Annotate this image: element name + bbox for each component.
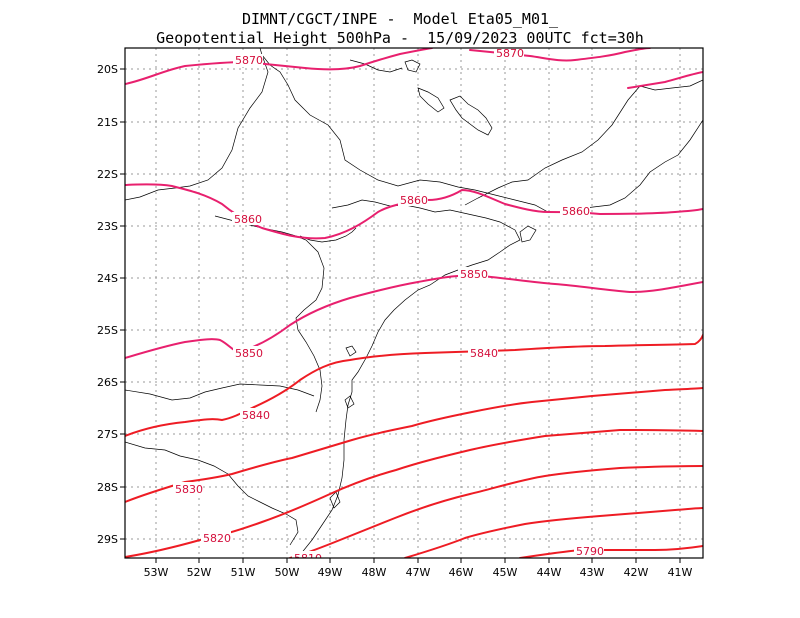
lon-label: 42W [624, 566, 649, 579]
axis-ticks [120, 68, 681, 563]
lon-label: 52W [187, 566, 212, 579]
map-title-line-2: Geopotential Height 500hPa - 15/09/2023 … [156, 29, 644, 47]
contour-5870-west [125, 48, 433, 85]
lat-label: 21S [97, 116, 118, 129]
contour-label-5810: 5810 [294, 552, 322, 565]
map-frame [124, 47, 704, 559]
lat-label: 27S [97, 428, 118, 441]
lat-label: 25S [97, 324, 118, 337]
contour-labels: 5870 5870 5860 5860 5860 5850 5850 5840 … [173, 47, 604, 565]
contour-label-5860: 5860 [234, 213, 262, 226]
lon-label: 51W [231, 566, 256, 579]
contour-label-5860: 5860 [400, 194, 428, 207]
contour-label-5850: 5850 [460, 268, 488, 281]
contour-label-5840: 5840 [242, 409, 270, 422]
contour-5800 [404, 507, 703, 558]
lat-label: 23S [97, 220, 118, 233]
lat-label: 20S [97, 63, 118, 76]
lon-label: 41W [668, 566, 693, 579]
lon-label: 43W [580, 566, 605, 579]
lat-lon-grid [125, 48, 703, 558]
lat-label: 22S [97, 168, 118, 181]
lon-label: 45W [493, 566, 518, 579]
contour-5830 [125, 387, 703, 503]
contour-5840 [125, 334, 703, 437]
contour-5860 [125, 183, 703, 240]
lon-label: 48W [362, 566, 387, 579]
contour-label-5790: 5790 [576, 545, 604, 558]
contour-label-5830: 5830 [175, 483, 203, 496]
contour-label-5820: 5820 [203, 532, 231, 545]
contour-5870-northeast [627, 71, 703, 89]
contour-label-5850: 5850 [235, 347, 263, 360]
lon-label: 44W [537, 566, 562, 579]
contour-5810 [289, 465, 703, 558]
lat-label: 29S [97, 533, 118, 546]
contour-label-5870: 5870 [496, 47, 524, 60]
lon-label: 50W [275, 566, 300, 579]
map-title-line-1: DIMNT/CGCT/INPE - Model Eta05_M01_ [241, 10, 559, 28]
contour-5790 [519, 545, 703, 558]
contour-5850 [125, 274, 703, 359]
coastline-and-borders [125, 48, 703, 558]
contour-label-5860: 5860 [562, 205, 590, 218]
lon-label: 53W [144, 566, 169, 579]
lon-label: 49W [318, 566, 343, 579]
contour-label-5840: 5840 [470, 347, 498, 360]
geopotential-contours [125, 48, 703, 558]
contour-label-5870: 5870 [235, 54, 263, 67]
longitude-labels: 53W 52W 51W 50W 49W 48W 47W 46W 45W 44W … [144, 566, 693, 579]
lon-label: 46W [449, 566, 474, 579]
latitude-labels: 20S 21S 22S 23S 24S 25S 26S 27S 28S 29S [97, 63, 118, 546]
lat-label: 24S [97, 272, 118, 285]
lat-label: 28S [97, 481, 118, 494]
lon-label: 47W [406, 566, 431, 579]
lat-label: 26S [97, 376, 118, 389]
